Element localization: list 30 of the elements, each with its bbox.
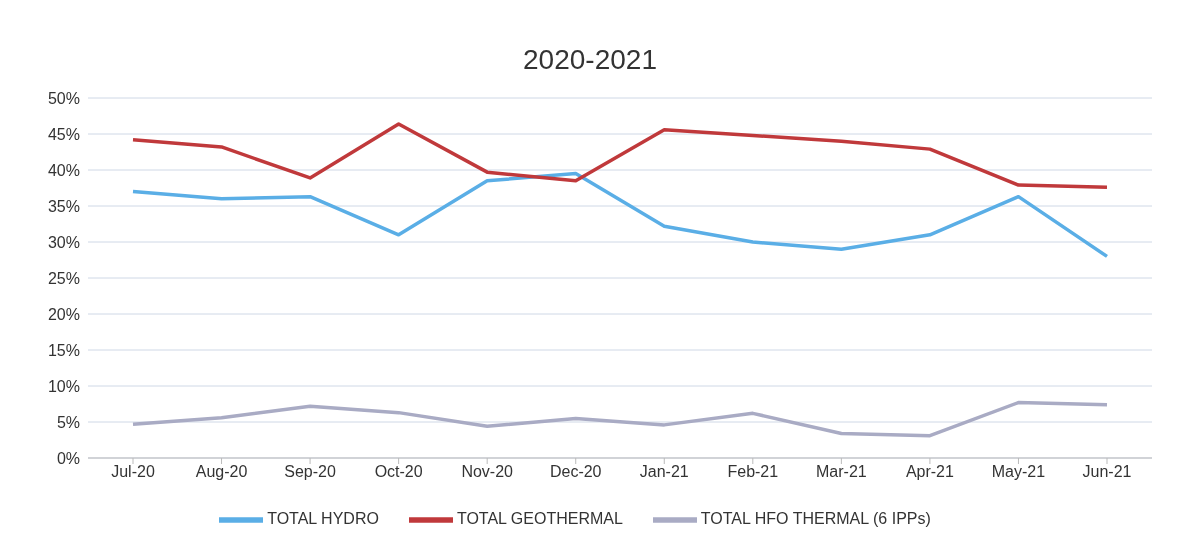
chart-title: 2020-2021: [522, 43, 658, 77]
y-tick-label: 35%: [47, 197, 80, 215]
y-tick-label: 20%: [47, 305, 80, 323]
x-tick-label: May-21: [991, 463, 1046, 481]
legend-label: TOTAL HYDRO: [267, 510, 379, 528]
y-tick-label: 40%: [47, 161, 80, 179]
y-tick-label: 50%: [47, 89, 80, 107]
line-series: [131, 400, 1109, 438]
legend-label: TOTAL HFO THERMAL (6 IPPs): [700, 510, 931, 528]
line-series: [131, 171, 1109, 259]
line-series: [131, 122, 1109, 190]
y-tick-label: 30%: [47, 233, 80, 251]
x-tick-label: Jul-20: [111, 463, 155, 481]
x-tick-label: Feb-21: [727, 463, 779, 481]
x-tick-label: Jan-21: [639, 463, 689, 481]
x-tick-label: Jun-21: [1082, 463, 1132, 481]
y-tick-label: 10%: [47, 377, 80, 395]
y-tick-label: 5%: [56, 413, 80, 431]
x-tick-label: Dec-20: [549, 463, 602, 481]
x-tick-label: Oct-20: [374, 463, 423, 481]
legend-label: TOTAL GEOTHERMAL: [456, 510, 623, 528]
y-tick-label: 0%: [56, 449, 80, 467]
y-tick-label: 25%: [47, 269, 80, 287]
x-tick-label: Aug-20: [195, 463, 248, 481]
x-tick-label: Mar-21: [816, 463, 867, 481]
y-tick-label: 45%: [47, 125, 80, 143]
x-tick-label: Nov-20: [461, 463, 514, 481]
y-tick-label: 15%: [47, 341, 80, 359]
x-tick-label: Apr-21: [905, 463, 955, 481]
x-tick-label: Sep-20: [284, 463, 336, 481]
